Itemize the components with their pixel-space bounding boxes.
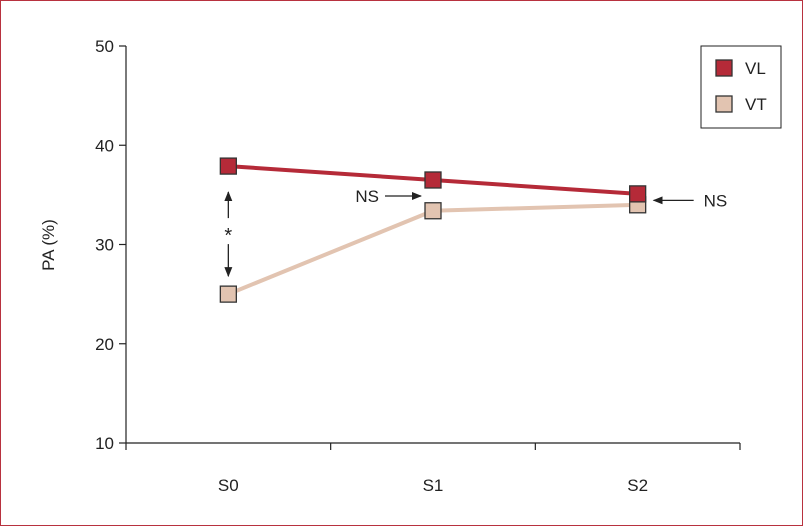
- y-tick-label: 40: [95, 136, 114, 155]
- x-tick-label: S1: [423, 476, 444, 495]
- legend-label-vl: VL: [745, 59, 766, 78]
- legend: VL VT: [700, 45, 782, 129]
- x-tick-label: S2: [627, 476, 648, 495]
- x-ticks: S0 S1 S2: [125, 443, 741, 495]
- data-point-vl: [424, 171, 442, 189]
- x-tick-label: S0: [218, 476, 239, 495]
- data-point-vl: [629, 185, 647, 203]
- data-point-vt: [424, 202, 442, 220]
- annotation-layer: * NS NS: [224, 187, 728, 278]
- axes: [125, 46, 740, 444]
- legend-swatch-vt: [715, 95, 733, 113]
- y-tick-label: 30: [95, 236, 114, 255]
- legend-swatch-vl: [715, 59, 733, 77]
- significance-marker: *: [224, 225, 232, 247]
- y-tick-label: 20: [95, 335, 114, 354]
- data-point-vl: [219, 157, 237, 175]
- legend-label-vt: VT: [745, 95, 767, 114]
- y-tick-label: 10: [95, 434, 114, 453]
- y-axis-label: PA (%): [39, 219, 58, 271]
- ns-label: NS: [704, 191, 728, 210]
- ns-label: NS: [355, 187, 379, 206]
- legend-box: [700, 45, 782, 129]
- y-tick-label: 50: [95, 37, 114, 56]
- y-ticks: 10 20 30 40 50: [95, 37, 126, 453]
- data-point-vt: [219, 285, 237, 303]
- series-layer: [219, 157, 647, 303]
